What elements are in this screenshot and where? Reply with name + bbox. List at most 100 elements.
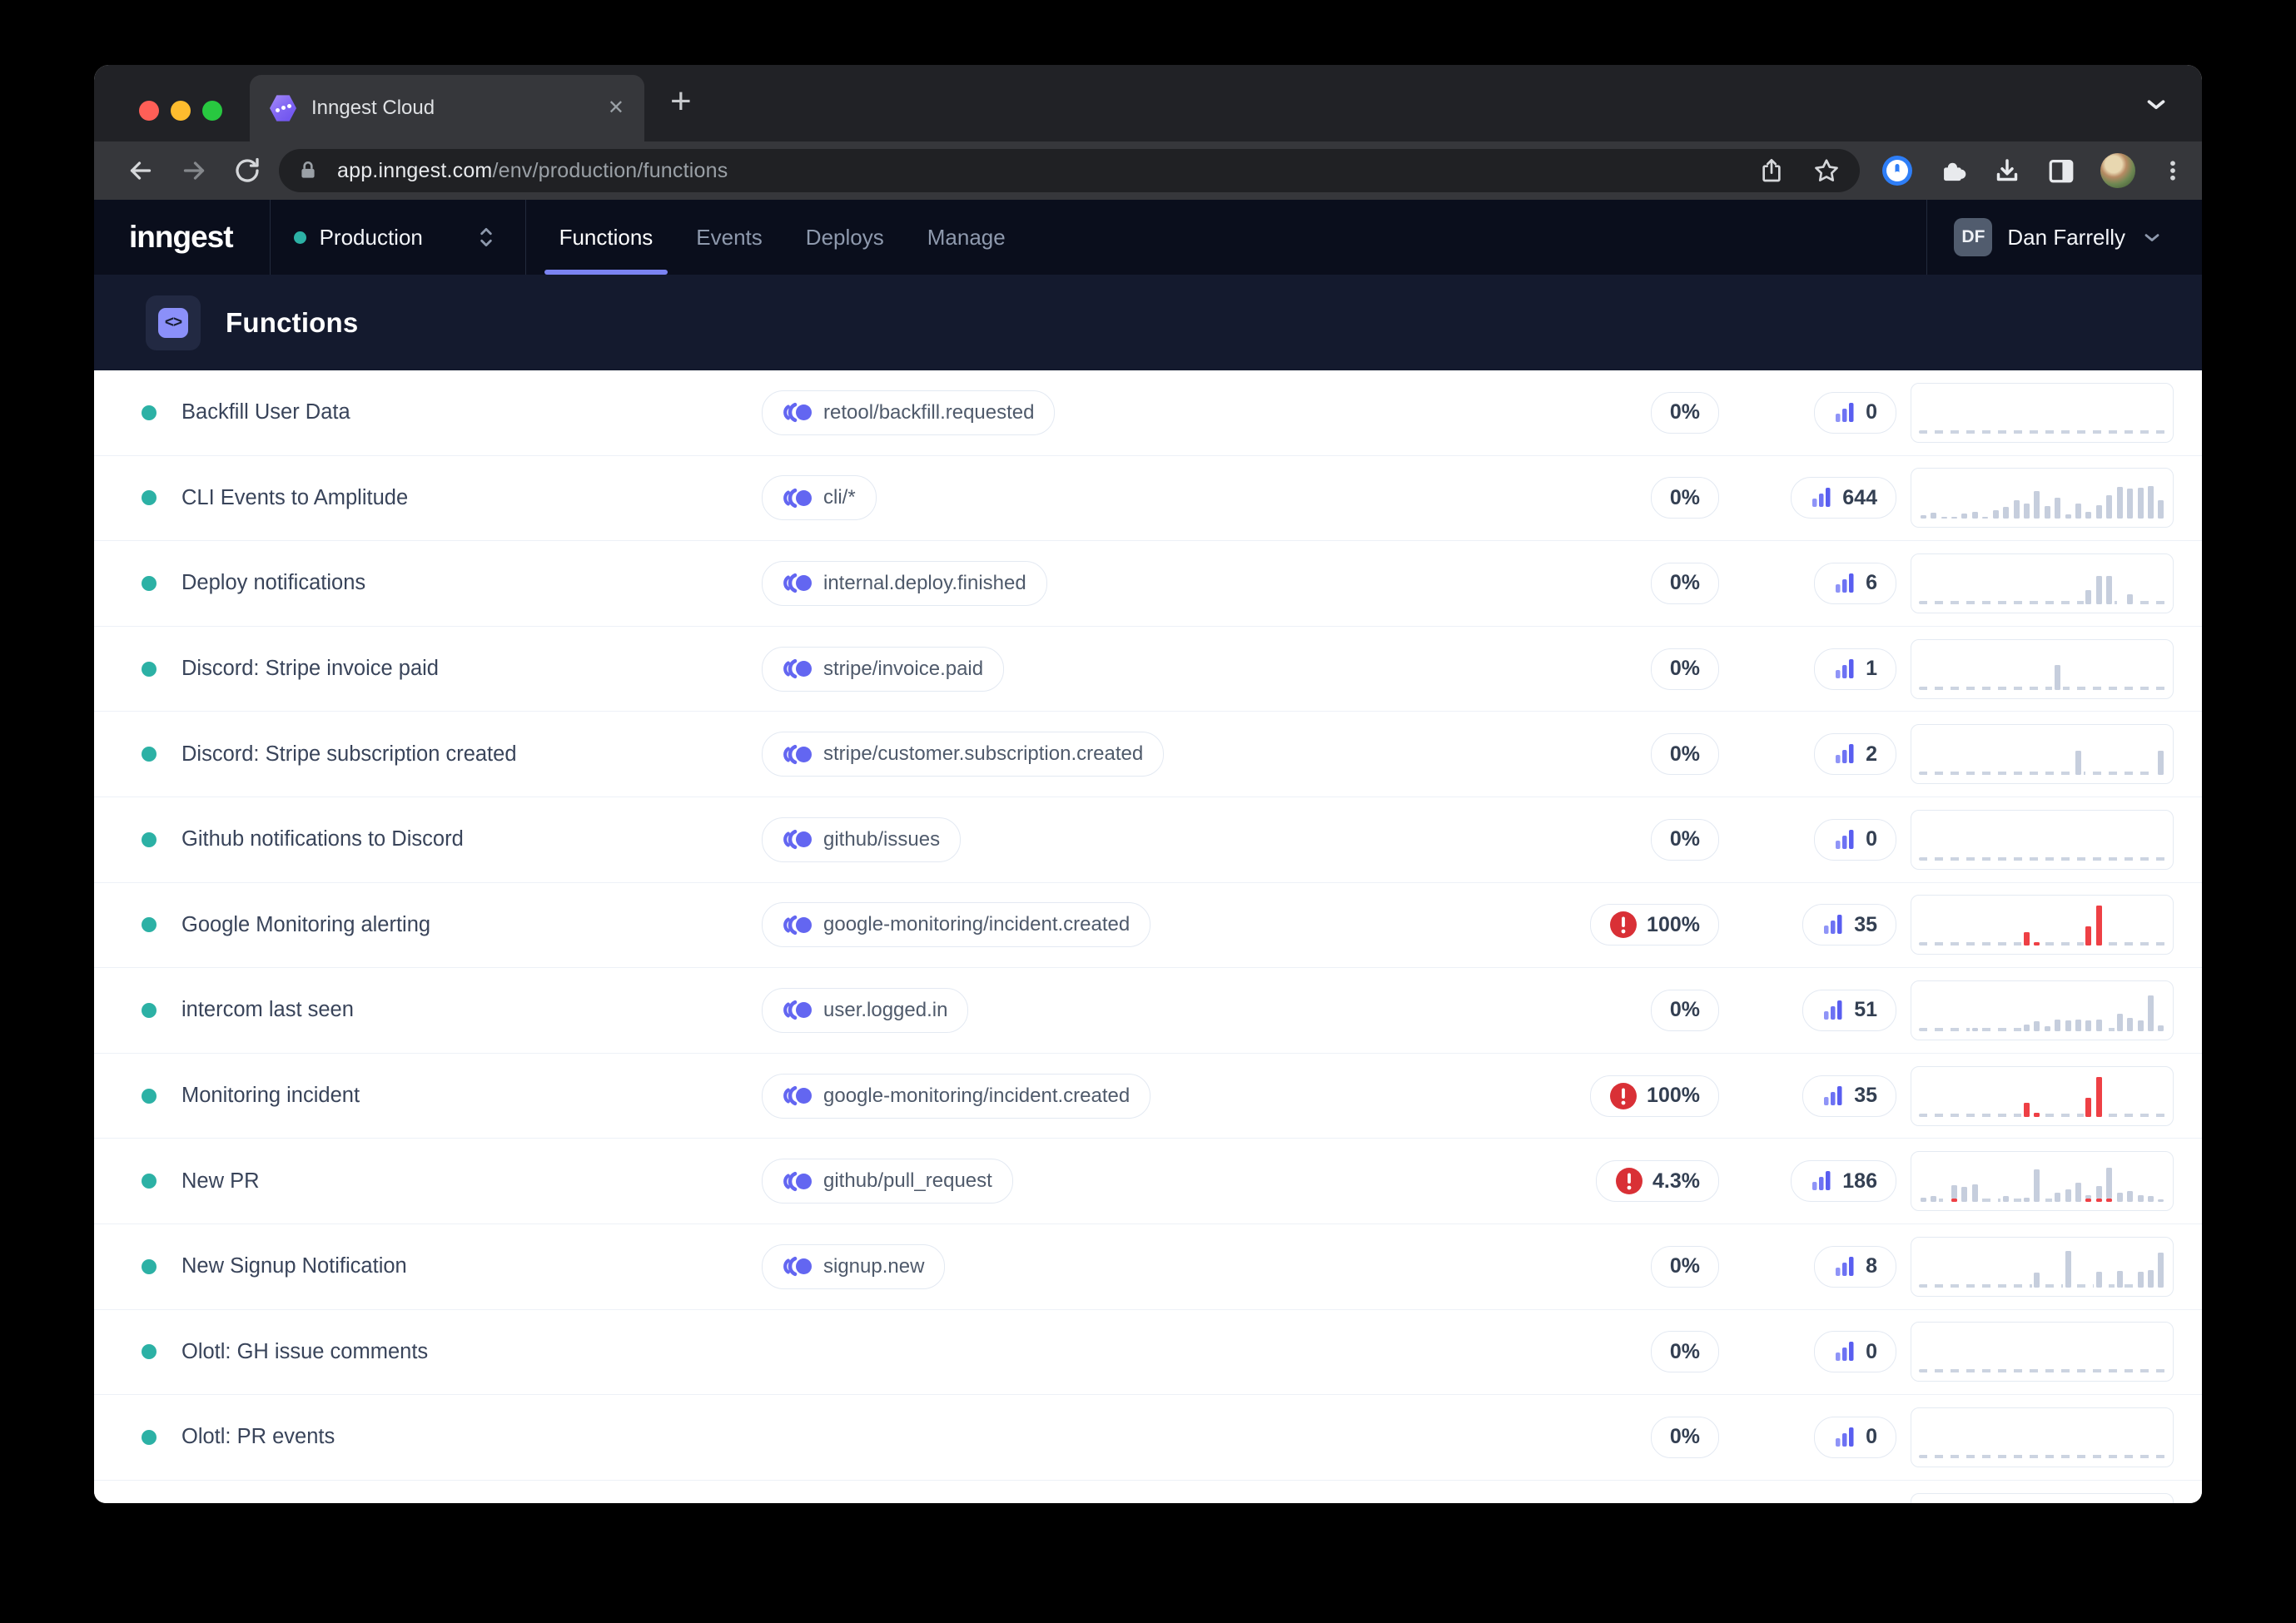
- zoom-window-button[interactable]: [202, 101, 222, 121]
- close-window-button[interactable]: [139, 101, 159, 121]
- event-name: internal.deploy.finished: [823, 571, 1026, 594]
- bar-chart-icon: [1836, 658, 1854, 678]
- function-name: Github notifications to Discord: [181, 827, 464, 851]
- table-row[interactable]: [94, 1481, 2202, 1503]
- error-icon: [1610, 911, 1638, 939]
- volume-value: 1: [1866, 657, 1877, 681]
- inngest-logo[interactable]: inngest: [129, 220, 234, 254]
- browser-profile-avatar[interactable]: [2100, 153, 2135, 188]
- volume-value: 2: [1866, 742, 1877, 766]
- function-name: intercom last seen: [181, 998, 354, 1022]
- failure-rate-pill: 0%: [1650, 1245, 1719, 1288]
- table-row[interactable]: Olotl: GH issue comments 0%: [94, 1310, 2202, 1396]
- event-name: google-monitoring/incident.created: [823, 1084, 1131, 1107]
- function-status-dot: [142, 747, 157, 762]
- table-row[interactable]: Discord: Stripe subscription created str…: [94, 712, 2202, 797]
- sparkline-baseline: [1919, 686, 2165, 690]
- function-name: Monitoring incident: [181, 1084, 360, 1108]
- table-row[interactable]: New Signup Notification signup.new 0%: [94, 1224, 2202, 1310]
- event-trigger-badge: github/issues: [762, 816, 962, 862]
- event-icon: [783, 658, 812, 679]
- failure-rate-pill: 0%: [1650, 1331, 1719, 1373]
- environment-selector[interactable]: Production: [271, 200, 525, 275]
- event-trigger-badge: google-monitoring/incident.created: [762, 902, 1151, 948]
- app-nav-tabs: Functions Events Deploys Manage: [538, 200, 1027, 275]
- bar-chart-icon: [1812, 488, 1831, 508]
- volume-sparkline: [1911, 1407, 2174, 1467]
- event-trigger-badge: user.logged.in: [762, 987, 969, 1033]
- event-name: stripe/customer.subscription.created: [823, 742, 1144, 766]
- close-tab-icon[interactable]: ✕: [607, 97, 624, 119]
- browser-menu-kebab-icon[interactable]: [2160, 156, 2185, 186]
- user-menu[interactable]: DF Dan Farrelly: [1927, 200, 2202, 275]
- bar-chart-icon: [1812, 1171, 1831, 1191]
- table-row[interactable]: Discord: Stripe invoice paid stripe/invo…: [94, 627, 2202, 712]
- environment-updown-chevron-icon: [475, 224, 497, 251]
- event-trigger-badge: stripe/customer.subscription.created: [762, 732, 1165, 777]
- volume-pill: 186: [1791, 1160, 1896, 1203]
- bar-chart-icon: [1836, 402, 1854, 422]
- event-icon: [783, 1000, 812, 1020]
- function-status-dot: [142, 831, 157, 847]
- function-name: CLI Events to Amplitude: [181, 485, 409, 509]
- bookmark-star-icon[interactable]: [1813, 157, 1840, 184]
- failure-rate-pill: 100%: [1590, 904, 1719, 946]
- onepassword-extension-icon[interactable]: [1881, 154, 1914, 187]
- function-status-dot: [142, 405, 157, 420]
- failure-rate-value: 0%: [1669, 1254, 1700, 1278]
- failure-rate-pill: 4.3%: [1596, 1160, 1719, 1203]
- functions-icon: <>: [146, 295, 201, 350]
- volume-pill: 35: [1802, 1075, 1896, 1117]
- minimize-window-button[interactable]: [171, 101, 191, 121]
- volume-pill: 0: [1814, 1416, 1896, 1458]
- volume-sparkline: [1911, 895, 2174, 955]
- table-row[interactable]: Deploy notifications internal.deploy.fin…: [94, 541, 2202, 627]
- table-row[interactable]: intercom last seen user.logged.in 0%: [94, 968, 2202, 1054]
- volume-sparkline: [1911, 809, 2174, 870]
- page-title: Functions: [226, 306, 359, 338]
- volume-pill: 51: [1802, 989, 1896, 1031]
- download-icon[interactable]: [1992, 156, 2022, 186]
- volume-pill: 2: [1814, 733, 1896, 776]
- forward-button[interactable]: [179, 156, 209, 186]
- volume-value: 35: [1854, 912, 1877, 936]
- table-row[interactable]: New PR github/pull_request 4.3%: [94, 1139, 2202, 1224]
- volume-pill: 644: [1791, 477, 1896, 519]
- table-row[interactable]: Monitoring incident google-monitoring/in…: [94, 1054, 2202, 1139]
- share-icon[interactable]: [1758, 157, 1785, 184]
- volume-value: 8: [1866, 1254, 1877, 1278]
- browser-tab[interactable]: Inngest Cloud ✕: [250, 75, 644, 141]
- volume-pill: 0: [1814, 818, 1896, 861]
- sidebar-toggle-icon[interactable]: [2047, 156, 2075, 185]
- table-row[interactable]: Backfill User Data retool/backfill.reque…: [94, 370, 2202, 456]
- sparkline-baseline: [1919, 600, 2165, 604]
- volume-value: 51: [1854, 998, 1877, 1022]
- tab-manage[interactable]: Manage: [927, 224, 1006, 250]
- reload-button[interactable]: [232, 156, 262, 186]
- tab-events[interactable]: Events: [696, 224, 763, 250]
- address-bar[interactable]: app.inngest.com/env/production/functions: [279, 149, 1860, 192]
- function-status-dot: [142, 1429, 157, 1445]
- volume-sparkline: [1911, 1492, 2174, 1503]
- table-row[interactable]: Google Monitoring alerting google-monito…: [94, 883, 2202, 969]
- volume-sparkline: [1911, 980, 2174, 1040]
- table-row[interactable]: CLI Events to Amplitude cli/* 0%: [94, 456, 2202, 542]
- tab-functions[interactable]: Functions: [538, 200, 675, 275]
- table-row[interactable]: Olotl: PR events 0%: [94, 1395, 2202, 1481]
- volume-pill: 0: [1814, 1331, 1896, 1373]
- volume-sparkline: [1911, 1236, 2174, 1297]
- extensions-puzzle-icon[interactable]: [1939, 156, 1967, 185]
- failure-rate-value: 100%: [1647, 912, 1700, 936]
- tab-search-chevron-icon[interactable]: [2142, 90, 2170, 118]
- back-button[interactable]: [126, 156, 156, 186]
- failure-rate-value: 100%: [1647, 1084, 1700, 1108]
- event-trigger-badge: signup.new: [762, 1243, 946, 1289]
- macos-window-controls[interactable]: [139, 101, 222, 121]
- table-row[interactable]: Github notifications to Discord github/i…: [94, 797, 2202, 883]
- volume-sparkline: [1911, 553, 2174, 613]
- event-trigger-badge: retool/backfill.requested: [762, 390, 1056, 435]
- sparkline-baseline: [1919, 856, 2165, 861]
- bar-chart-icon: [1836, 1342, 1854, 1362]
- new-tab-button[interactable]: +: [670, 81, 692, 122]
- tab-deploys[interactable]: Deploys: [805, 224, 884, 250]
